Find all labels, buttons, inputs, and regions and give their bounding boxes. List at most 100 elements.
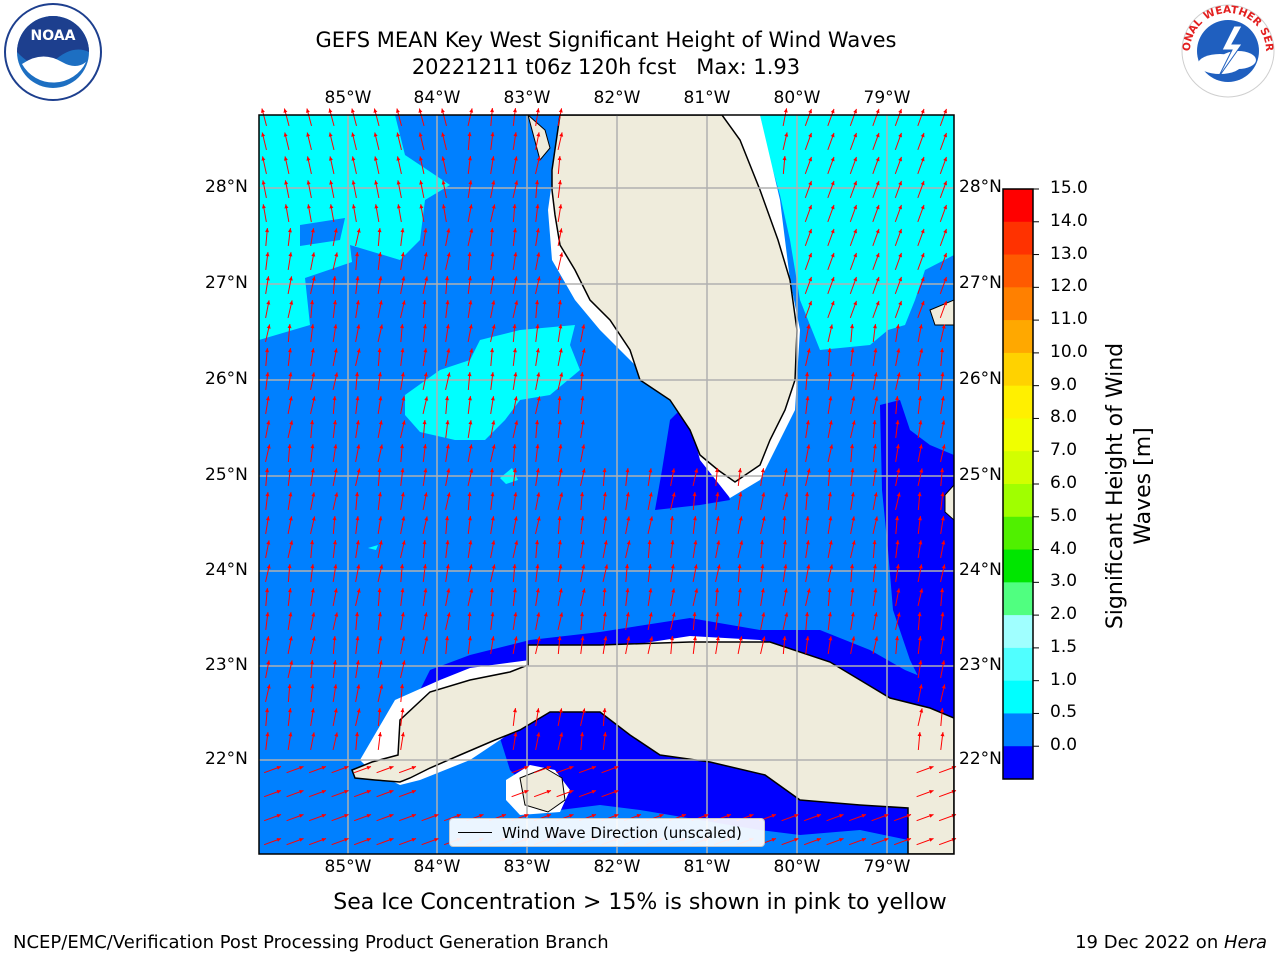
wave-arrow-head [828, 420, 833, 425]
colorbar-segment [1003, 516, 1033, 551]
wave-arrow-head [284, 204, 289, 209]
wave-arrow-head [536, 396, 541, 401]
wave-arrow-head [411, 790, 417, 794]
wave-arrow-head [311, 516, 316, 521]
wave-arrow-head [469, 588, 474, 593]
lon-label-top: 81°W [683, 88, 731, 108]
wave-arrow-head [334, 372, 339, 377]
wave-arrow-head [276, 766, 282, 770]
wave-arrow-head [355, 636, 360, 641]
wave-arrow-head [351, 156, 356, 161]
wave-arrow-head [581, 468, 586, 473]
wave-arrow-head [918, 444, 923, 449]
wave-arrow-head [311, 252, 316, 257]
wave-arrow-head [603, 540, 608, 545]
chart-title: GEFS MEAN Key West Significant Height of… [315, 28, 897, 52]
wave-arrow-head [490, 156, 495, 161]
wave-arrow-head [366, 814, 372, 818]
footer-date: 19 Dec 2022 on [1075, 932, 1224, 953]
wave-arrow-head [490, 372, 495, 377]
wave-arrow-head [557, 300, 562, 305]
wave-arrow-head [761, 492, 766, 497]
wave-arrow-head [940, 588, 945, 593]
wave-arrow-head [467, 516, 472, 521]
wave-arrow-head [940, 492, 945, 497]
wave-arrow-head [332, 396, 337, 401]
wave-arrow-head [446, 468, 451, 473]
wave-arrow-head [898, 228, 902, 234]
wave-arrow-head [266, 540, 271, 545]
wave-arrow-head [535, 468, 540, 473]
wave-arrow-head [468, 300, 473, 305]
wave-arrow-head [311, 276, 316, 281]
wave-arrow-head [716, 540, 721, 545]
wave-arrow-head [400, 252, 405, 257]
wave-arrow-head [784, 132, 789, 137]
wave-arrow-head [648, 468, 653, 473]
wave-arrow-head [535, 228, 540, 233]
wave-arrow-head [919, 588, 924, 593]
wave-arrow-head [396, 204, 401, 209]
wave-arrow-head [491, 540, 496, 545]
wave-arrow-head [895, 324, 900, 329]
wave-arrow-head [400, 732, 405, 737]
wave-arrow-head [919, 348, 924, 353]
wave-arrow-head [670, 516, 675, 521]
wave-arrow-head [580, 732, 585, 737]
wave-arrow-head [829, 444, 834, 449]
wave-arrow-head [557, 396, 562, 401]
wave-arrow-head [513, 396, 518, 401]
wave-arrow-head [356, 324, 361, 329]
lat-label-left: 25°N [205, 465, 248, 485]
wave-arrow-head [851, 420, 856, 425]
wave-arrow-head [943, 180, 947, 186]
lon-label-bottom: 81°W [683, 857, 731, 877]
wave-arrow-head [396, 132, 401, 137]
wave-arrow-head [805, 492, 810, 497]
wave-arrow-head [377, 348, 382, 353]
sea-ice-note: Sea Ice Concentration > 15% is shown in … [333, 890, 947, 915]
wave-arrow-head [626, 636, 631, 641]
colorbar-segment [1003, 451, 1033, 485]
wave-arrow-head [288, 732, 293, 737]
wave-arrow-head [299, 838, 304, 842]
wave-arrow-head [808, 228, 812, 234]
wave-arrow-head [558, 324, 563, 329]
wave-arrow-head [694, 468, 699, 473]
wave-arrow-head [419, 204, 424, 209]
wave-arrow-head [423, 468, 428, 473]
wave-arrow-head [306, 132, 311, 137]
colorbar [1002, 188, 1039, 780]
wave-arrow-head [850, 492, 855, 497]
wave-arrow-head [940, 636, 945, 641]
wave-arrow-head [806, 324, 811, 329]
wave-arrow-head [569, 814, 574, 818]
wave-arrow-head [355, 612, 360, 617]
wave-arrow-head [366, 766, 372, 770]
wave-arrow-head [512, 348, 517, 353]
wave-arrow-head [445, 636, 450, 641]
wave-arrow-head [828, 636, 833, 641]
wave-arrow-head [490, 492, 495, 497]
wave-arrow-head [400, 564, 405, 569]
wave-arrow-head [557, 156, 562, 161]
wave-arrow-head [333, 708, 338, 713]
wave-arrow-head [603, 636, 608, 641]
wave-arrow-head [289, 420, 294, 425]
wave-arrow-head [761, 636, 766, 641]
wave-arrow-head [491, 444, 496, 449]
wave-arrow-head [536, 276, 541, 281]
wave-arrow-head [445, 516, 450, 521]
wave-arrow-head [749, 814, 754, 818]
wave-arrow-head [266, 300, 271, 305]
wave-arrow-head [771, 838, 777, 842]
wave-arrow-head [265, 252, 270, 257]
wave-arrow-head [783, 468, 788, 473]
wave-arrow-head [896, 348, 901, 353]
wave-arrow-head [670, 636, 675, 641]
wave-arrow-head [310, 324, 315, 329]
lon-label-top: 83°W [503, 88, 551, 108]
colorbar-title-line2: Waves [m] [1131, 427, 1156, 545]
wave-arrow-head [943, 228, 947, 234]
wave-arrow-head [378, 300, 383, 305]
